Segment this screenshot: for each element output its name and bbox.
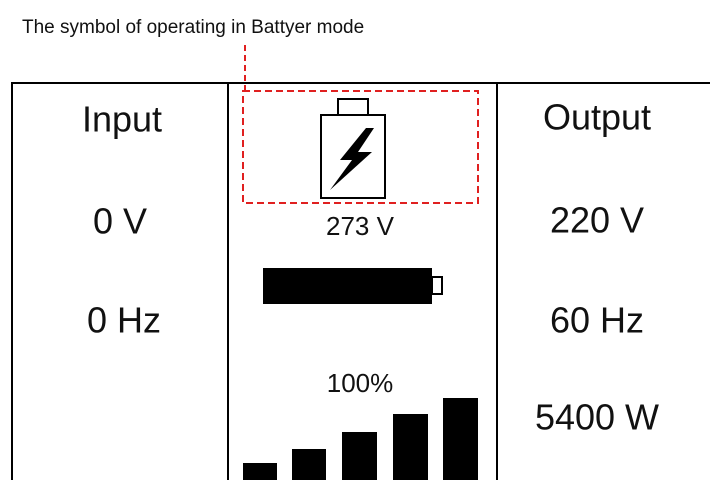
input-voltage: 0 V [93,201,147,242]
battery-voltage: 273 V [326,211,395,241]
input-frequency: 0 Hz [87,300,161,341]
battery-level-bar [263,268,443,304]
caption: The symbol of operating in Battyer mode [22,17,364,38]
output-voltage: 220 V [550,200,644,241]
output-frequency: 60 Hz [550,300,644,341]
input-label: Input [82,99,162,140]
load-level-bars [243,398,478,480]
output-label: Output [543,97,651,138]
load-percent: 100% [327,368,394,398]
highlight-box [242,90,479,204]
display-frame [11,82,710,480]
battery-mode-icon [320,98,386,199]
output-power: 5400 W [535,397,659,438]
